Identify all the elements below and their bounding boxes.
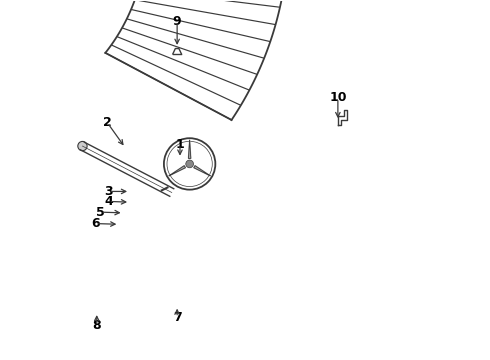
Text: 2: 2 [103, 116, 112, 129]
Circle shape [78, 141, 87, 151]
Circle shape [186, 160, 194, 168]
Text: 1: 1 [175, 138, 184, 151]
Text: 10: 10 [329, 91, 346, 104]
Text: 9: 9 [173, 14, 181, 27]
Text: 5: 5 [96, 206, 105, 219]
Polygon shape [169, 166, 185, 176]
Text: 8: 8 [93, 319, 101, 332]
Polygon shape [194, 166, 210, 176]
Text: 4: 4 [104, 195, 113, 208]
Text: 6: 6 [91, 217, 100, 230]
Text: 7: 7 [173, 311, 181, 324]
Polygon shape [189, 140, 191, 158]
Text: 3: 3 [104, 185, 113, 198]
